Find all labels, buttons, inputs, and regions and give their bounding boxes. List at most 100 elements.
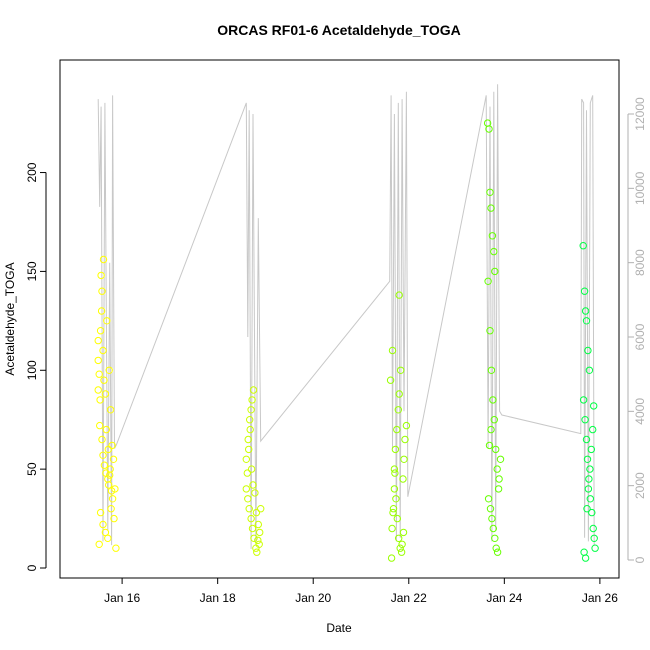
data-point	[248, 396, 256, 404]
altitude-trace-line	[97, 84, 595, 549]
data-point	[487, 425, 495, 434]
altitude-trace	[97, 84, 595, 549]
data-points	[94, 119, 599, 562]
data-point	[496, 455, 505, 463]
data-point	[391, 469, 399, 477]
data-point	[389, 505, 398, 513]
data-point	[247, 465, 256, 473]
x-tick-label: Jan 18	[200, 591, 236, 605]
data-point	[95, 370, 103, 378]
y2-tick-label: 4000	[633, 398, 647, 425]
data-point	[485, 441, 494, 450]
data-point	[242, 455, 251, 463]
data-point	[94, 336, 102, 345]
data-point	[388, 524, 396, 533]
y-tick-label: 150	[25, 261, 39, 281]
data-point	[98, 287, 106, 295]
data-point	[104, 445, 113, 454]
data-point	[493, 548, 502, 556]
data-point	[492, 544, 500, 552]
data-point	[491, 534, 499, 542]
data-point	[108, 495, 117, 503]
data-point	[104, 534, 112, 542]
y-tick-label: 100	[25, 360, 39, 380]
data-point	[390, 485, 399, 493]
data-point	[584, 485, 593, 493]
y2-tick-label: 0	[633, 556, 647, 563]
data-point	[586, 495, 594, 503]
data-point	[491, 267, 499, 276]
data-point	[257, 505, 265, 513]
y2-tick-label: 8000	[633, 249, 647, 276]
data-point	[486, 327, 494, 335]
data-point	[242, 485, 251, 493]
data-point	[484, 495, 493, 503]
x-tick-label: Jan 16	[104, 591, 140, 605]
data-point	[387, 554, 396, 562]
data-point	[256, 528, 264, 537]
data-point	[106, 406, 115, 414]
data-point	[245, 505, 253, 513]
axes: 050100150200020004000600080001000012000J…	[25, 97, 647, 605]
y-tick-label: 200	[25, 162, 39, 182]
data-point	[487, 366, 496, 374]
data-point	[100, 376, 108, 384]
data-point	[397, 366, 405, 374]
data-point	[248, 524, 257, 533]
data-point	[107, 505, 115, 513]
x-tick-label: Jan 24	[486, 591, 522, 605]
data-point	[401, 435, 409, 444]
data-point	[581, 554, 590, 562]
data-point	[99, 255, 108, 264]
data-point	[249, 386, 258, 394]
data-point	[582, 435, 591, 444]
data-point	[585, 366, 594, 374]
data-point	[580, 287, 589, 295]
data-point	[393, 425, 401, 434]
data-point	[399, 528, 408, 537]
data-point	[108, 441, 116, 450]
data-point	[109, 455, 118, 463]
data-point	[97, 307, 106, 315]
data-point	[247, 514, 255, 523]
data-point	[246, 425, 254, 434]
data-point	[392, 495, 400, 503]
data-point	[488, 232, 497, 240]
data-point	[484, 277, 492, 285]
data-point	[395, 390, 403, 398]
data-point	[111, 485, 119, 493]
data-point	[394, 406, 402, 414]
y2-tick-label: 2000	[633, 472, 647, 499]
data-point	[586, 465, 594, 473]
data-point	[398, 540, 406, 548]
data-point	[585, 475, 593, 483]
data-point	[254, 536, 262, 544]
y2-tick-label: 10000	[633, 171, 647, 205]
data-point	[492, 445, 500, 454]
data-point	[252, 508, 261, 517]
data-point	[589, 524, 597, 533]
data-point	[96, 421, 104, 430]
data-point	[98, 435, 106, 444]
data-point	[486, 188, 494, 197]
data-point	[106, 471, 114, 479]
data-point	[386, 376, 395, 384]
data-point	[246, 416, 254, 424]
data-point	[388, 346, 397, 355]
data-point	[101, 390, 110, 398]
data-point	[96, 396, 104, 404]
y2-tick-label: 6000	[633, 323, 647, 350]
data-point	[112, 544, 120, 552]
data-point	[390, 465, 399, 473]
data-point	[487, 204, 495, 212]
data-point	[96, 327, 105, 335]
data-point	[103, 317, 111, 325]
data-point	[399, 475, 407, 483]
y-tick-label: 0	[25, 564, 39, 571]
data-point	[580, 548, 588, 556]
data-point	[391, 445, 400, 454]
data-point	[490, 416, 498, 424]
data-point	[99, 346, 107, 355]
data-point	[587, 445, 595, 454]
